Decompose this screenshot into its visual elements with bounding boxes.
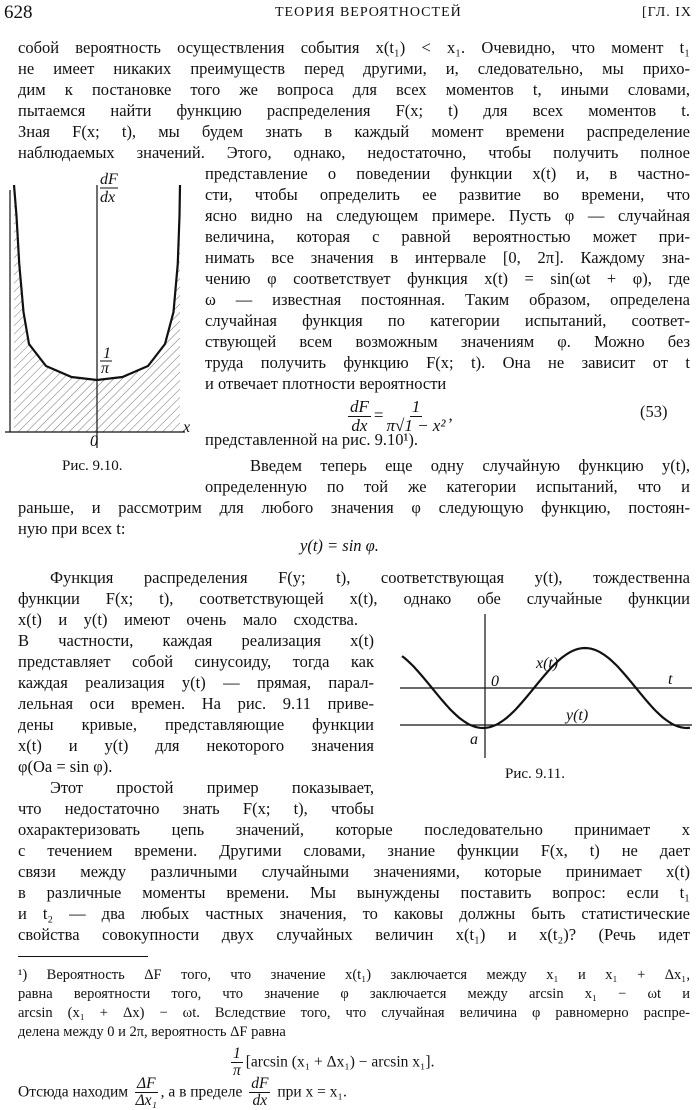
text-line: чению φ соответствует функция x(t) = sin… [205, 269, 690, 288]
text-line: пытаемся найти функцию распределения F(x… [18, 101, 690, 120]
a-label: a [470, 731, 478, 748]
eq-num: ΔF [134, 1075, 158, 1094]
text-line: x(t) и y(t) для некоторого значения [18, 736, 374, 755]
footnote-rule [18, 956, 148, 957]
eq-den: dx [351, 415, 368, 435]
tick-den: π [101, 360, 110, 377]
text: , а в пределе [160, 1083, 243, 1101]
text-line: лельная оси времен. На рис. 9.11 приве- [18, 694, 374, 713]
text-line: связи между различными случайными значен… [18, 862, 690, 881]
text: Отсюда находим [18, 1083, 129, 1101]
figure-9-10: dF dx 1 π 0 x [5, 171, 190, 450]
page-number: 628 [4, 2, 33, 23]
figure-caption: Рис. 9.11. [505, 766, 565, 782]
eq-num: dF [249, 1075, 271, 1094]
text-line: дим к постановке того же вопроса для все… [18, 80, 690, 99]
text-line: Зная F(x; t), мы будем знать в каждый мо… [18, 122, 690, 141]
origin-label: 0 [90, 433, 98, 450]
eq-rest: [arcsin (x₁ + Δx₁) − arcsin x₁]. [245, 1053, 435, 1071]
equation-y: y(t) = sin φ. [300, 536, 379, 555]
text-line: не имеет никаких преимуществ перед други… [18, 59, 690, 78]
x-curve-label: x(t) [535, 655, 558, 672]
origin-label: 0 [491, 673, 499, 690]
text-line: ясно видно на следующем примере. Пусть φ… [205, 206, 690, 225]
text-line: охарактеризовать цепь значений, которые … [18, 820, 690, 839]
text-line: что недостаточно знать F(x; t), чтобы [18, 799, 374, 818]
text-line: Этот простой пример показывает, [50, 778, 374, 797]
text-line: ω — известная постоянная. Таким образом,… [205, 290, 690, 309]
equation-number: (53) [640, 402, 668, 421]
eq-num: 1 [409, 397, 423, 417]
t-label: t [668, 671, 673, 688]
text-line: с течением времени. Другими словами, зна… [18, 841, 690, 860]
text-line: случайная функция по категории испытаний… [205, 311, 690, 330]
figure-9-11: 0 x(t) t y(t) a [400, 614, 692, 758]
text-line: Функция распределения F(y; t), соответст… [50, 568, 690, 587]
text-line: дены кривые, представляющие функции [18, 715, 374, 734]
eq-den: dx [252, 1092, 268, 1110]
text-line: наблюдаемых значений. Этого, однако, нед… [18, 143, 690, 162]
footnote-equation: 1 π [arcsin (x₁ + Δx₁) − arcsin x₁]. [228, 1045, 434, 1079]
text-line: ствующей всем возможным значениям φ. Мож… [205, 332, 690, 351]
eq-num: dF [348, 397, 371, 417]
text-line: сти, чтобы определить ее развитие во вре… [205, 185, 690, 204]
text-line: раньше, и рассмотрим для любого значения… [18, 498, 690, 517]
eq-den: π [232, 1062, 241, 1080]
text-line: величина, которая с равной вероятностью … [205, 227, 690, 246]
text-line: представление о поведении функции x(t) и… [205, 164, 690, 183]
text-line: В частности, каждая реализация x(t) [18, 631, 374, 650]
text-line: и t₂ — два любых частных значения, то ка… [18, 904, 690, 923]
footnote-last-line: Отсюда находим ΔF Δx₁, а в пределе dF dx п… [18, 1075, 347, 1109]
x-axis-label: x [182, 419, 190, 436]
text-line: представленной на рис. 9.10¹). [205, 430, 419, 449]
y-label-den: dx [100, 189, 115, 206]
footnote-line: равна вероятности того, что значение φ з… [18, 986, 690, 1002]
text-line: и отвечает плотности вероятности [205, 374, 447, 393]
equation-53: dF dx = 1 π√1 − x², [348, 397, 453, 435]
eq-tail: , [448, 405, 453, 425]
text-line: собой вероятность осуществления события … [18, 38, 690, 57]
y-label-num: dF [100, 171, 118, 188]
x-curve [401, 646, 691, 730]
eq-den: Δx₁ [135, 1092, 157, 1110]
text: при x = x₁. [277, 1083, 347, 1101]
text-line: x(t) и y(t) имеют очень мало сходства. [18, 610, 358, 629]
text-line: каждая реализация y(t) — прямая, парал- [18, 673, 374, 692]
figure-caption: Рис. 9.10. [62, 458, 123, 474]
text-line: нимать все значения в интервале [0, 2π].… [205, 248, 690, 267]
y-curve-label: y(t) [564, 707, 588, 724]
text-line: φ(Oa = sin φ). [18, 757, 113, 776]
running-title: ТЕОРИЯ ВЕРОЯТНОСТЕЙ [275, 5, 462, 20]
footnote-line: arcsin (x₁ + Δx) − ωt. Вследствие того, … [18, 1005, 690, 1021]
text-line: в различные моменты времени. Мы вынужден… [18, 883, 690, 902]
text-line: Введем теперь еще одну случайную функцию… [250, 456, 690, 475]
footnote-line: ¹) Вероятность ΔF того, что значение x(t… [18, 967, 690, 983]
tick-num: 1 [103, 345, 111, 362]
text-line: определенную по той же категории испытан… [205, 477, 690, 496]
text-line: представляет собой синусоиду, тогда как [18, 652, 374, 671]
text-line: труда получить функцию F(x; t). Она не з… [205, 353, 690, 372]
chapter-label: [ГЛ. IX [642, 5, 692, 20]
eq-den: π√1 − x² [386, 415, 446, 435]
text-line: свойства совокупности двух случайных вел… [18, 925, 690, 944]
text-line: ную при всех t: [18, 519, 126, 538]
footnote-line: делена между 0 и 2π, вероятность ΔF равн… [18, 1024, 286, 1040]
eq-num: 1 [231, 1045, 243, 1064]
text-line: функции F(x; t), соответствующей x(t), о… [18, 589, 690, 608]
